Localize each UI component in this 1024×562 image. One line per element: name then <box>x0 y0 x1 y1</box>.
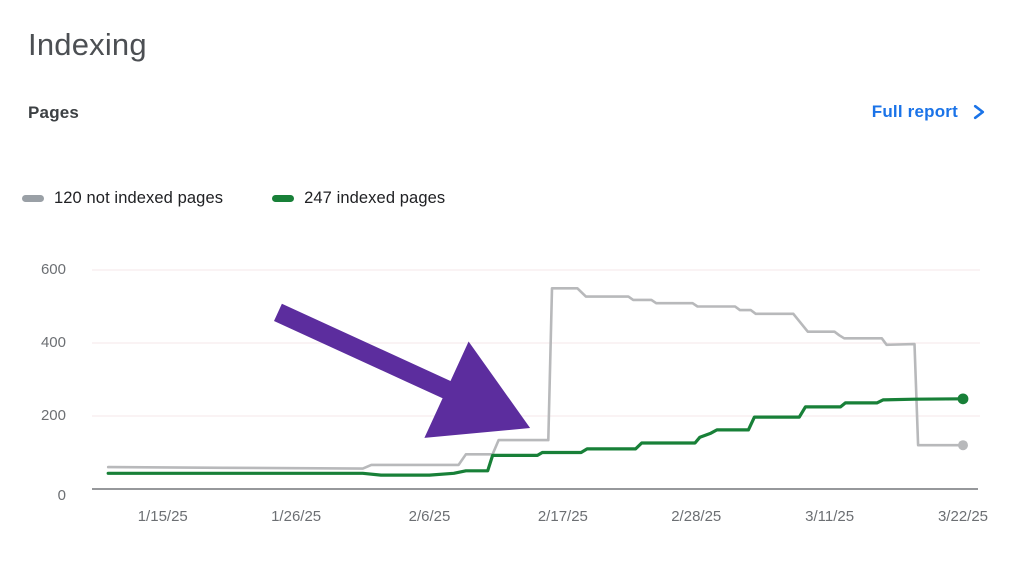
purple-arrow-annotation <box>274 303 531 438</box>
legend-item-not-indexed[interactable]: 120 not indexed pages <box>22 189 223 208</box>
x-axis-tick-label: 3/11/25 <box>805 508 855 525</box>
end-dot-not-indexed <box>958 440 968 451</box>
section-header: Pages Full report <box>0 102 1024 128</box>
x-axis-tick-label: 1/26/25 <box>271 508 322 525</box>
legend-item-indexed[interactable]: 247 indexed pages <box>272 189 445 208</box>
indexed-swatch-icon <box>272 195 295 202</box>
page-title: Indexing <box>28 27 147 62</box>
not-indexed-swatch-icon <box>22 195 44 202</box>
x-axis-tick-label: 1/15/25 <box>137 508 188 525</box>
chevron-right-icon <box>973 104 985 120</box>
legend-label-not-indexed: 120 not indexed pages <box>54 189 224 207</box>
section-title: Pages <box>28 103 80 122</box>
series-line-not-indexed <box>106 286 965 470</box>
x-axis-tick-label: 3/22/25 <box>937 508 989 525</box>
y-axis-tick-label: 0 <box>57 487 66 504</box>
series-line-indexed <box>106 397 965 477</box>
chart-legend: 120 not indexed pages 247 indexed pages <box>22 189 445 208</box>
full-report-link[interactable]: Full report <box>872 102 985 122</box>
y-axis-tick-label: 600 <box>40 261 66 278</box>
full-report-label: Full report <box>871 102 958 121</box>
legend-label-indexed: 247 indexed pages <box>304 189 446 207</box>
end-dot-indexed <box>957 393 969 405</box>
x-axis-tick-label: 2/17/25 <box>537 508 588 525</box>
y-axis-tick-label: 200 <box>40 407 66 424</box>
x-axis-tick-label: 2/6/25 <box>408 508 451 525</box>
y-axis-tick-label: 400 <box>40 334 66 351</box>
x-axis-tick-label: 2/28/25 <box>671 508 722 525</box>
